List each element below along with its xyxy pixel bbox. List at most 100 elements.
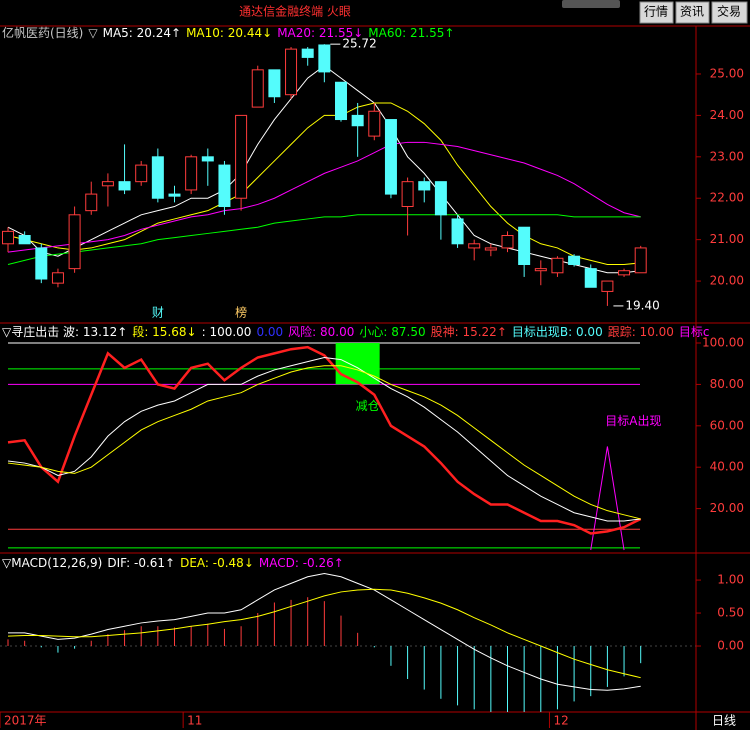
target-label: 目标A出现 bbox=[605, 414, 661, 428]
app-title: 通达信金融终端 火眼 bbox=[239, 4, 351, 19]
y-tick-label: 23.00 bbox=[710, 149, 744, 163]
button[interactable]: 行情 bbox=[644, 5, 668, 19]
candle-body bbox=[235, 114, 248, 199]
y-tick-label: 0.50 bbox=[717, 606, 744, 620]
legend-item: 目标c bbox=[679, 325, 710, 339]
candle-body bbox=[151, 156, 164, 199]
legend-item: ▽MACD(12,26,9) bbox=[2, 556, 102, 570]
y-tick-label: 0.00 bbox=[717, 639, 744, 653]
candle-body bbox=[68, 214, 81, 270]
line bbox=[7, 102, 641, 265]
candle-body bbox=[251, 69, 264, 108]
button-bg[interactable] bbox=[639, 1, 674, 24]
x-tick-label: 12 bbox=[553, 714, 568, 728]
y-tick-label: 24.00 bbox=[710, 108, 744, 122]
candle-body bbox=[634, 247, 647, 274]
menu-buttons: 行情 资讯 交易 bbox=[639, 1, 748, 24]
line bbox=[7, 141, 641, 253]
candle-body bbox=[135, 164, 148, 183]
candle-body bbox=[85, 193, 98, 212]
candle-body bbox=[401, 181, 414, 208]
legend-item: : 100.00 bbox=[202, 325, 252, 339]
x-tick-label: 11 bbox=[187, 714, 202, 728]
candle-body bbox=[35, 247, 48, 280]
legend-item: 目标出现B: 0.00 bbox=[512, 325, 603, 339]
legend-item: 段: 15.68↓ bbox=[132, 324, 196, 339]
candle-body bbox=[2, 230, 14, 245]
button[interactable]: 交易 bbox=[717, 4, 741, 19]
price-mark-label: 25.72 bbox=[342, 37, 376, 51]
price-mark-label: 19.40 bbox=[625, 298, 659, 312]
signal-box bbox=[335, 343, 380, 385]
legend-item: 跟踪: 10.00 bbox=[608, 325, 674, 339]
legend-item: DIF: -0.61↑ bbox=[107, 556, 175, 570]
line bbox=[7, 214, 641, 265]
legend-item: ▽ bbox=[88, 26, 98, 40]
legend-item: MA5: 20.24↑ bbox=[103, 26, 181, 40]
candle-body bbox=[618, 270, 631, 276]
legend-item: 小心: 87.50 bbox=[359, 325, 425, 339]
candle-body bbox=[501, 235, 514, 249]
candle-body bbox=[335, 81, 347, 121]
legend-item: 股神: 15.22↑ bbox=[431, 325, 507, 339]
button-bg[interactable] bbox=[711, 1, 748, 24]
target-spike bbox=[590, 446, 625, 551]
candle-body bbox=[201, 156, 214, 162]
button-bg[interactable] bbox=[675, 1, 710, 24]
y-tick-label: 80.00 bbox=[710, 377, 744, 391]
y-tick-label: 100.00 bbox=[702, 336, 744, 350]
candle-body bbox=[584, 268, 597, 288]
legend-item: 亿帆医药(日线) bbox=[2, 25, 83, 40]
candle-body bbox=[301, 48, 314, 58]
candle-body bbox=[351, 114, 364, 127]
line bbox=[7, 345, 642, 535]
window-widget[interactable] bbox=[562, 0, 620, 8]
line bbox=[8, 572, 641, 691]
candle-body bbox=[368, 110, 381, 137]
candle-body bbox=[168, 193, 181, 197]
legend-item: DEA: -0.48↓ bbox=[180, 556, 254, 570]
y-tick-label: 20.00 bbox=[710, 501, 744, 515]
y-tick-label: 22.00 bbox=[710, 191, 744, 205]
legend-item: MA20: 21.55↓ bbox=[277, 26, 363, 40]
y-tick-label: 1.00 bbox=[717, 573, 744, 587]
candle-body bbox=[534, 268, 547, 272]
candle-body bbox=[601, 280, 614, 292]
legend-item: ▽寻庄出击 波: 13.12↑ bbox=[2, 324, 127, 339]
y-tick-label: 20.00 bbox=[710, 274, 744, 288]
candle-body bbox=[551, 257, 564, 274]
y-tick-label: 60.00 bbox=[710, 418, 744, 432]
candle-body bbox=[18, 235, 31, 245]
candle-body bbox=[218, 164, 231, 208]
candle-body bbox=[101, 181, 114, 187]
signal-label: 减仓 bbox=[356, 399, 380, 413]
legend-item: MA10: 20.44↓ bbox=[186, 26, 272, 40]
candle-body bbox=[434, 181, 447, 216]
candle-body bbox=[318, 44, 331, 73]
line bbox=[7, 365, 641, 520]
candle-body bbox=[484, 247, 497, 251]
legend: ▽寻庄出击 波: 13.12↑ 段: 15.68↓: 100.00 0.00 风险: … bbox=[2, 324, 710, 339]
y-tick-label: 25.00 bbox=[710, 66, 744, 80]
y-tick-label: 40.00 bbox=[710, 460, 744, 474]
legend-item: MACD: -0.26↑ bbox=[259, 556, 344, 570]
candle-body bbox=[384, 119, 397, 195]
candle-body bbox=[518, 226, 531, 265]
candle-body bbox=[268, 69, 281, 98]
candle-body bbox=[285, 48, 298, 96]
candle-body bbox=[418, 181, 431, 191]
candle-body bbox=[468, 243, 481, 249]
event-mark: 财 bbox=[152, 306, 164, 320]
event-mark: 榜 bbox=[235, 305, 247, 320]
legend-item: 0.00 bbox=[256, 325, 283, 339]
legend: 亿帆医药(日线) ▽ MA5: 20.24↑ MA10: 20.44↓ MA20: 21… bbox=[2, 25, 454, 40]
candle-body bbox=[185, 156, 198, 191]
legend-item: MA60: 21.55↑ bbox=[368, 26, 454, 40]
line bbox=[7, 356, 641, 522]
frame bbox=[0, 25, 750, 730]
candle-body bbox=[451, 218, 464, 245]
button[interactable]: 资讯 bbox=[680, 5, 704, 19]
candle-body bbox=[568, 255, 581, 265]
